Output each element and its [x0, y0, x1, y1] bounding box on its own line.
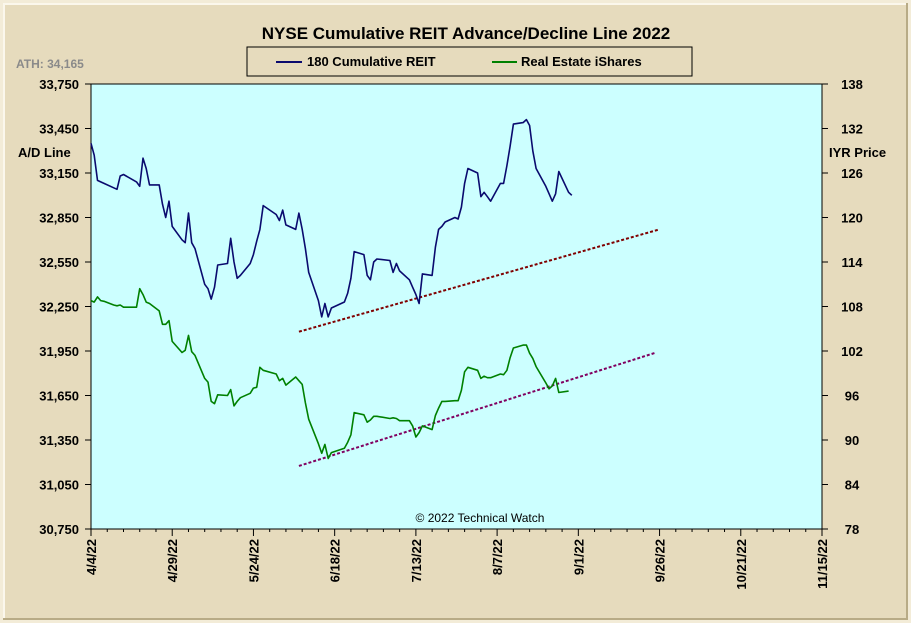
left-tick-label: 31,050: [39, 478, 79, 493]
right-tick-label: 114: [842, 255, 864, 270]
left-tick-label: 31,650: [39, 389, 79, 404]
left-tick-label: 32,550: [39, 255, 79, 270]
right-tick-label: 138: [841, 77, 863, 92]
right-tick-label: 90: [845, 433, 859, 448]
trendline-ad-line: [298, 228, 660, 333]
x-tick-label: 9/1/22: [571, 539, 586, 575]
x-axis: 4/4/22 4/29/22 5/24/22 6/18/22 7/13/22 8/7/22…: [84, 529, 830, 590]
plot-area: [90, 83, 823, 530]
left-tick-label: 30,750: [39, 522, 79, 537]
x-tick-label: 5/24/22: [246, 539, 261, 582]
legend: 180 Cumulative REIT Real Estate iShares: [246, 46, 693, 77]
x-tick-label: 4/4/22: [84, 539, 99, 575]
left-axis: 30,750 31,050 31,350 31,650 31,950 32,250 32,5…: [39, 77, 91, 537]
left-tick-label: 33,150: [39, 166, 79, 181]
right-tick-label: 78: [845, 522, 859, 537]
right-tick-label: 84: [845, 478, 860, 493]
x-tick-label: 6/18/22: [328, 539, 343, 582]
right-tick-label: 108: [841, 300, 863, 315]
series-line-real-estate-ishares: [90, 287, 569, 460]
legend-box: [246, 46, 693, 77]
right-tick-label: 132: [841, 122, 863, 137]
legend-label-iyr: Real Estate iShares: [521, 54, 642, 69]
legend-label-reit: 180 Cumulative REIT: [307, 54, 436, 69]
right-axis-title: IYR Price: [829, 145, 886, 160]
x-tick-label: 7/13/22: [409, 539, 424, 582]
right-tick-label: 120: [841, 211, 863, 226]
chart-title: NYSE Cumulative REIT Advance/Decline Lin…: [262, 24, 670, 43]
series-line-cumulative-reit: [90, 118, 573, 318]
copyright-label: © 2022 Technical Watch: [416, 511, 545, 525]
x-tick-label: 11/15/22: [815, 539, 830, 589]
left-tick-label: 32,250: [39, 300, 79, 315]
left-tick-label: 32,850: [39, 211, 79, 226]
x-tick-label: 10/21/22: [734, 539, 749, 590]
series-lines: [90, 118, 573, 460]
left-tick-label: 31,350: [39, 433, 79, 448]
left-tick-label: 33,450: [39, 122, 79, 137]
left-axis-title: A/D Line: [18, 145, 71, 160]
ath-label: ATH: 34,165: [16, 57, 84, 71]
right-tick-label: 126: [841, 166, 863, 181]
x-tick-label: 4/29/22: [165, 539, 180, 582]
left-tick-label: 31,950: [39, 344, 79, 359]
right-tick-label: 102: [841, 344, 863, 359]
trendline-iyr: [298, 351, 657, 467]
left-tick-label: 33,750: [39, 77, 79, 92]
right-axis: 78 84 90 96 102 108 114 120 126 132 138: [822, 77, 863, 537]
trendlines: [298, 228, 660, 467]
right-tick-label: 96: [845, 389, 859, 404]
x-tick-label: 9/26/22: [653, 539, 668, 582]
x-tick-label: 8/7/22: [490, 539, 505, 575]
